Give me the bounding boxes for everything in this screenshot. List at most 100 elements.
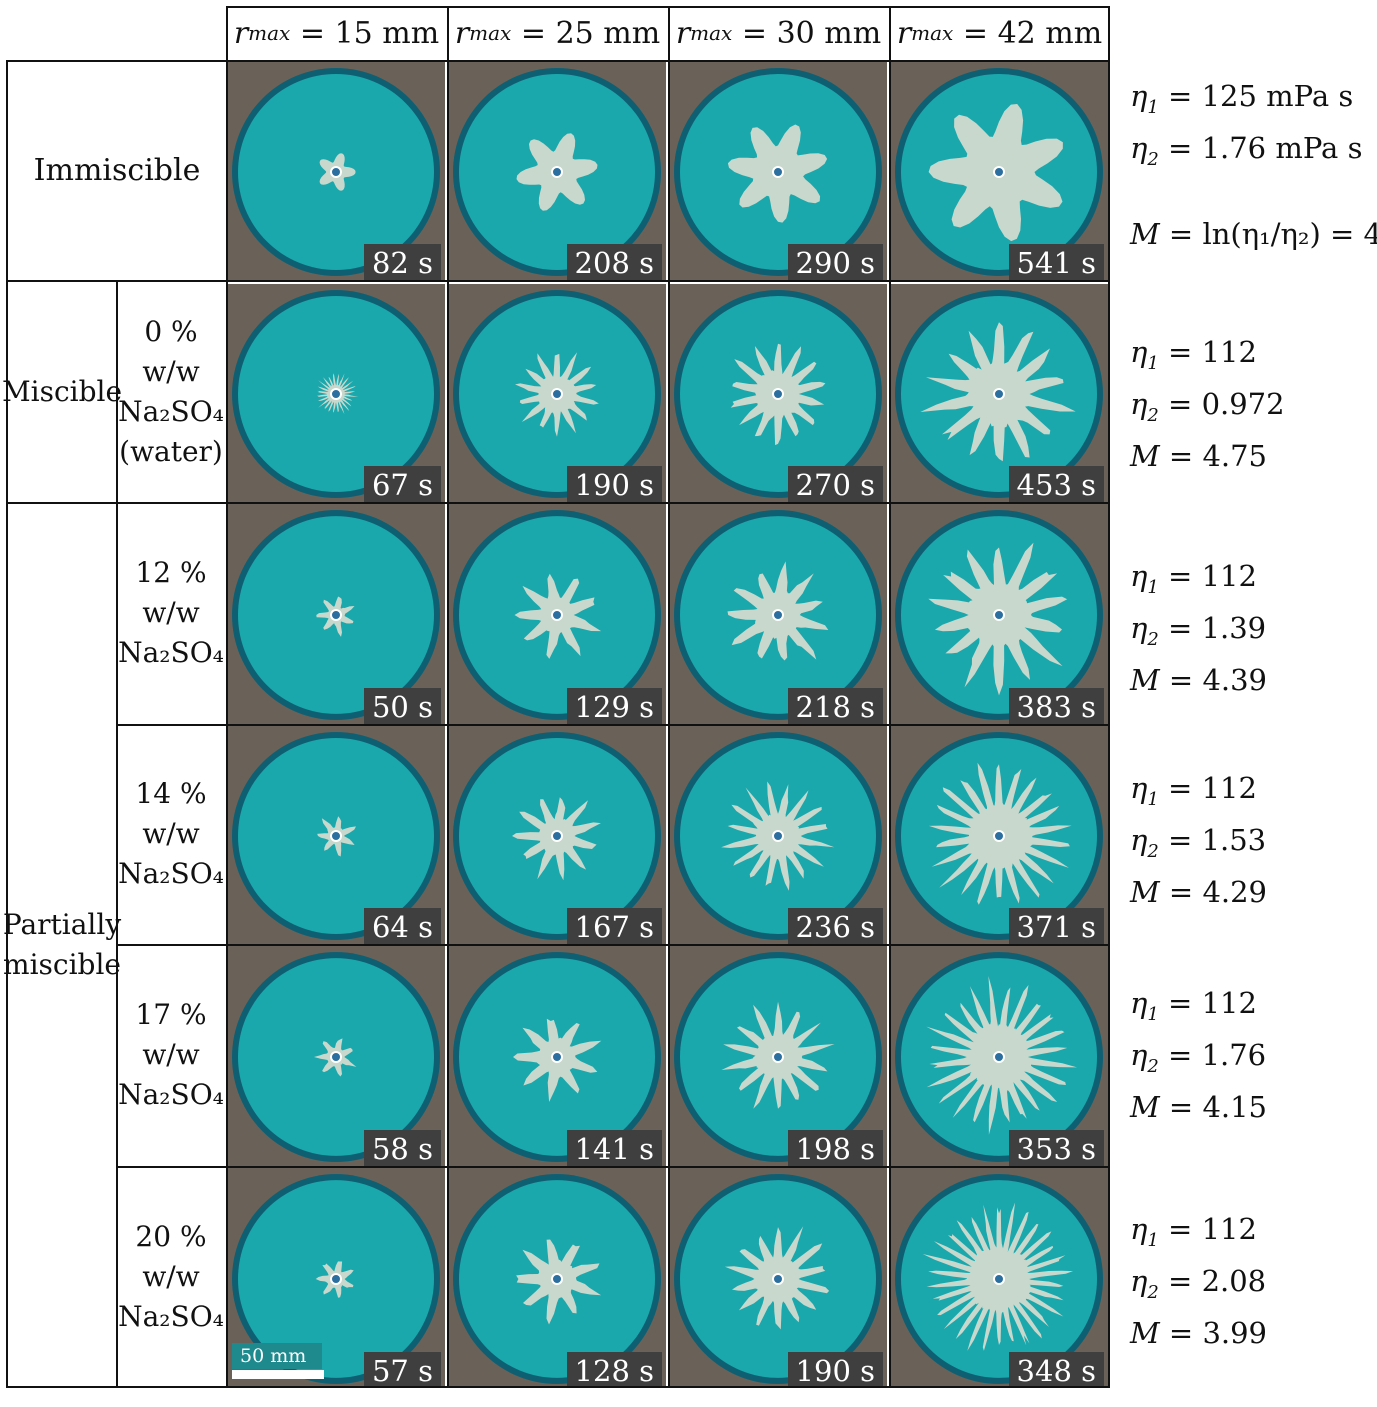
- injection-point: [772, 1272, 784, 1286]
- experiment-photo: 128 s: [449, 1168, 666, 1388]
- eta1-line: η1 = 112: [1130, 335, 1257, 374]
- petri-dish-graphic: [232, 1174, 440, 1384]
- experiment-photo: 82 s: [228, 62, 445, 280]
- column-header-15mm: r max = 15 mm: [226, 6, 447, 60]
- elapsed-time-badge: 541 s: [1008, 244, 1104, 280]
- eta2-value: = 1.39: [1168, 610, 1267, 645]
- condition-0-percent: 0 % w/w Na₂SO₄ (water): [116, 282, 226, 502]
- petri-dish-graphic: [453, 68, 661, 276]
- experiment-photo: 57 s: [228, 1168, 445, 1388]
- injection-point: [551, 608, 563, 622]
- injection-point: [330, 1272, 342, 1286]
- petri-dish-graphic: [453, 952, 661, 1162]
- elapsed-time-badge: 190 s: [566, 466, 662, 502]
- eta2-value: = 1.76 mPa s: [1168, 130, 1363, 165]
- header-symbol: r: [454, 15, 470, 51]
- injection-point: [993, 1272, 1005, 1286]
- condition-concentration: 0 % w/w: [142, 315, 200, 388]
- experiment-photo: 129 s: [449, 504, 666, 724]
- eta1-value: = 112: [1168, 986, 1257, 1020]
- experiment-photo: 236 s: [670, 726, 887, 944]
- petri-dish-graphic: [895, 952, 1103, 1162]
- injection-point: [551, 830, 563, 842]
- miscible-label-2: miscible: [3, 948, 121, 981]
- scale-bar-label: 50 mm: [232, 1343, 322, 1369]
- condition-salt: Na₂SO₄: [118, 1300, 224, 1333]
- injection-point: [551, 388, 563, 400]
- elapsed-time-badge: 167 s: [566, 908, 662, 944]
- row-label-miscible: Miscible: [2, 282, 122, 502]
- params-14-percent: η1 = 112 η2 = 1.53 M = 4.29: [1130, 768, 1267, 912]
- petri-dish-graphic: [895, 68, 1103, 276]
- petri-dish-graphic: [453, 732, 661, 940]
- condition-14-percent: 14 % w/w Na₂SO₄: [116, 724, 226, 944]
- elapsed-time-badge: 383 s: [1008, 688, 1104, 724]
- m-value: = 4.39: [1168, 662, 1268, 697]
- experiment-photo: 383 s: [891, 504, 1108, 724]
- params-immiscible: η1 = 125 mPa s η2 = 1.76 mPa s M = ln(η₁…: [1130, 76, 1377, 254]
- experiment-photo: 198 s: [670, 946, 887, 1166]
- m-line: M = 4.29: [1130, 874, 1268, 909]
- petri-dish-graphic: [232, 68, 440, 276]
- petri-dish-graphic: [895, 510, 1103, 720]
- m-value: = ln(η₁/η₂) = 4.26: [1168, 216, 1377, 251]
- eta2-line: η2 = 1.76: [1130, 1037, 1267, 1077]
- condition-salt: Na₂SO₄: [118, 636, 224, 669]
- experiment-photo: 167 s: [449, 726, 666, 944]
- elapsed-time-badge: 371 s: [1008, 908, 1104, 944]
- injection-point: [772, 388, 784, 400]
- row-label-partially-miscible: Partially miscible: [3, 502, 121, 1388]
- petri-dish-graphic: [232, 952, 440, 1162]
- experiment-photo: 371 s: [891, 726, 1108, 944]
- injection-point: [772, 1050, 784, 1064]
- condition-concentration: 14 % w/w: [135, 777, 207, 850]
- injection-point: [993, 1050, 1005, 1064]
- experiment-photo: 541 s: [891, 62, 1108, 280]
- header-value: = 15 mm: [299, 15, 440, 51]
- condition-salt: Na₂SO₄: [118, 857, 224, 890]
- m-value: = 4.29: [1168, 874, 1268, 909]
- params-20-percent: η1 = 112 η2 = 2.08 M = 3.99: [1130, 1209, 1267, 1353]
- condition-concentration: 12 % w/w: [135, 556, 207, 629]
- condition-concentration: 20 % w/w: [135, 1220, 207, 1293]
- experiment-photo: 208 s: [449, 62, 666, 280]
- m-value: = 4.15: [1168, 1089, 1268, 1124]
- petri-dish-graphic: [895, 1174, 1103, 1384]
- table-border: [6, 60, 8, 1388]
- elapsed-time-badge: 129 s: [566, 688, 662, 724]
- elapsed-time-badge: 64 s: [363, 908, 441, 944]
- params-12-percent: η1 = 112 η2 = 1.39 M = 4.39: [1130, 556, 1267, 700]
- table-border: [226, 6, 228, 60]
- m-value: = 3.99: [1168, 1315, 1268, 1350]
- m-line: M = 3.99: [1130, 1315, 1268, 1350]
- petri-dish-graphic: [674, 952, 882, 1162]
- table-border: [889, 6, 891, 1387]
- eta2-line: η2 = 1.76 mPa s: [1130, 130, 1363, 170]
- elapsed-time-badge: 453 s: [1008, 466, 1104, 502]
- petri-dish-graphic: [232, 732, 440, 940]
- m-value: = 4.75: [1168, 438, 1268, 473]
- table-border: [6, 60, 1110, 62]
- elapsed-time-badge: 270 s: [787, 466, 883, 502]
- header-subscript: max: [248, 21, 291, 45]
- experiment-photo: 64 s: [228, 726, 445, 944]
- elapsed-time-badge: 353 s: [1008, 1130, 1104, 1166]
- m-line: M = 4.39: [1130, 662, 1268, 697]
- m-line: M = ln(η₁/η₂) = 4.26: [1130, 214, 1377, 254]
- experiment-photo: 141 s: [449, 946, 666, 1166]
- petri-dish-graphic: [674, 290, 882, 498]
- injection-point: [993, 830, 1005, 842]
- eta1-line: η1 = 125 mPa s: [1130, 79, 1354, 118]
- table-border: [447, 6, 449, 1387]
- elapsed-time-badge: 67 s: [363, 466, 441, 502]
- eta2-line: η2 = 1.53: [1130, 822, 1267, 862]
- eta1-value: = 112: [1168, 1212, 1257, 1246]
- condition-12-percent: 12 % w/w Na₂SO₄: [116, 502, 226, 724]
- petri-dish-graphic: [232, 290, 440, 498]
- experiment-photo: 453 s: [891, 284, 1108, 502]
- injection-point: [993, 166, 1005, 178]
- eta2-line: η2 = 2.08: [1130, 1263, 1267, 1303]
- elapsed-time-badge: 50 s: [363, 688, 441, 724]
- experiment-photo: 58 s: [228, 946, 445, 1166]
- row-label-immiscible: Immiscible: [8, 62, 226, 280]
